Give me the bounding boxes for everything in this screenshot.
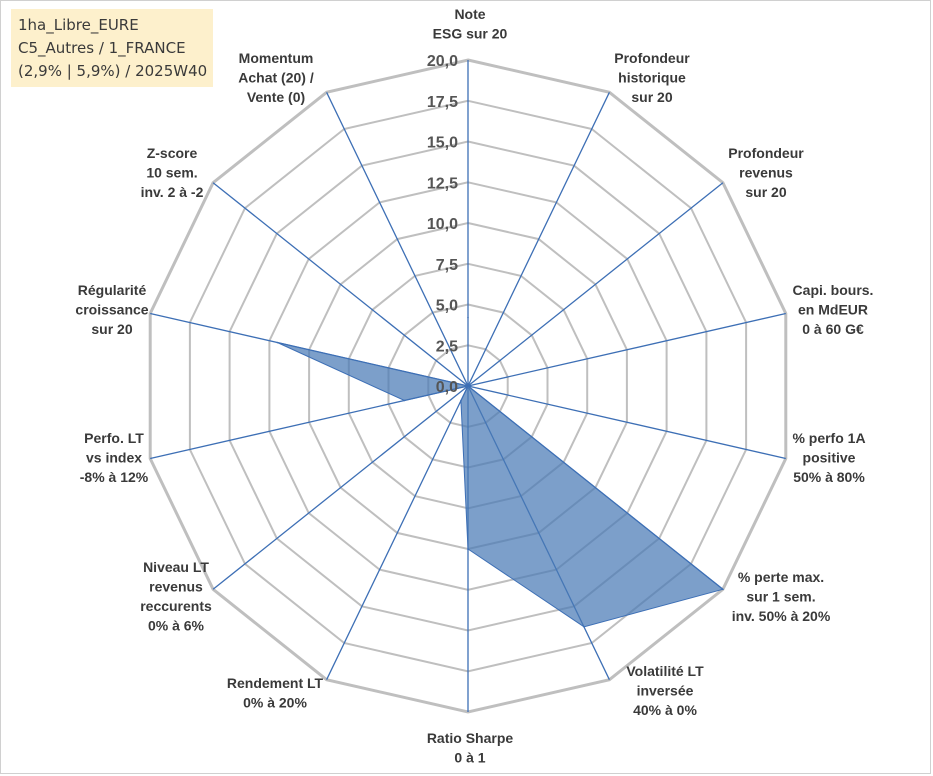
data-point [403, 399, 406, 402]
axis-spoke [467, 312, 786, 387]
axis-label: % perfo 1A positive 50% à 80% [792, 430, 865, 485]
axis-label: Perfo. LT vs index -8% à 12% [80, 430, 149, 485]
tick-label: 2,5 [436, 338, 458, 355]
radial-tick-labels: 0,0 2,5 5,0 7,5 10,0 12,5 15,0 17,5 20,0 [427, 53, 458, 396]
axis-spoke [212, 385, 469, 590]
axis-label: Note ESG sur 20 [433, 6, 508, 42]
info-line-2: C5_Autres / 1_FRANCE [18, 39, 186, 57]
axis-label: Profondeur historique sur 20 [614, 50, 690, 105]
tick-label: 12,5 [427, 175, 458, 192]
radar-axes [150, 60, 786, 712]
axis-spoke [326, 385, 469, 680]
data-point [460, 399, 462, 402]
axis-spoke [467, 92, 610, 387]
data-point [467, 385, 469, 387]
radar-series [276, 316, 724, 628]
axis-spoke [467, 182, 724, 387]
tick-label: 20,0 [427, 53, 458, 70]
data-point [467, 316, 469, 319]
info-line-1: 1ha_Libre_EURE [18, 16, 139, 34]
tick-label: 10,0 [427, 216, 458, 233]
tick-label: 7,5 [436, 257, 458, 274]
axis-label: Régularité croissance sur 20 [75, 282, 148, 337]
axis-label: Niveau LT revenus reccurents 0% à 6% [140, 559, 212, 634]
info-line-3: (2,9% | 5,9%) / 2025W40 [18, 62, 208, 80]
axis-label: Momentum Achat (20) / Vente (0) [238, 50, 314, 105]
data-point [276, 341, 279, 344]
axis-label: Rendement LT 0% à 20% [227, 675, 324, 711]
info-box: 1ha_Libre_EURE C5_Autres / 1_FRANCE (2,9… [11, 9, 213, 87]
tick-label: 17,5 [427, 94, 458, 111]
axis-spoke [212, 182, 469, 387]
data-point [722, 588, 724, 591]
tick-label: 15,0 [427, 135, 458, 152]
data-point [583, 626, 585, 628]
axis-spoke [467, 385, 786, 460]
axis-label: Z-score 10 sem. inv. 2 à -2 [141, 145, 204, 200]
axis-labels: Note ESG sur 20 Profondeur historique sur 20… [75, 6, 873, 766]
axis-label: Capi. bours. en MdEUR 0 à 60 G€ [793, 282, 874, 337]
axis-label: Profondeur revenus sur 20 [728, 145, 804, 200]
axis-label: Ratio Sharpe 0 à 1 [427, 730, 514, 766]
tick-label: 0,0 [436, 379, 458, 396]
data-point [467, 548, 469, 550]
axis-label: % perte max. sur 1 sem. inv. 50% à 20% [732, 569, 831, 624]
series-area [277, 317, 724, 628]
axis-spoke [326, 92, 469, 387]
axis-label: Volatilité LT inversée 40% à 0% [626, 663, 704, 718]
tick-label: 5,0 [436, 298, 458, 315]
